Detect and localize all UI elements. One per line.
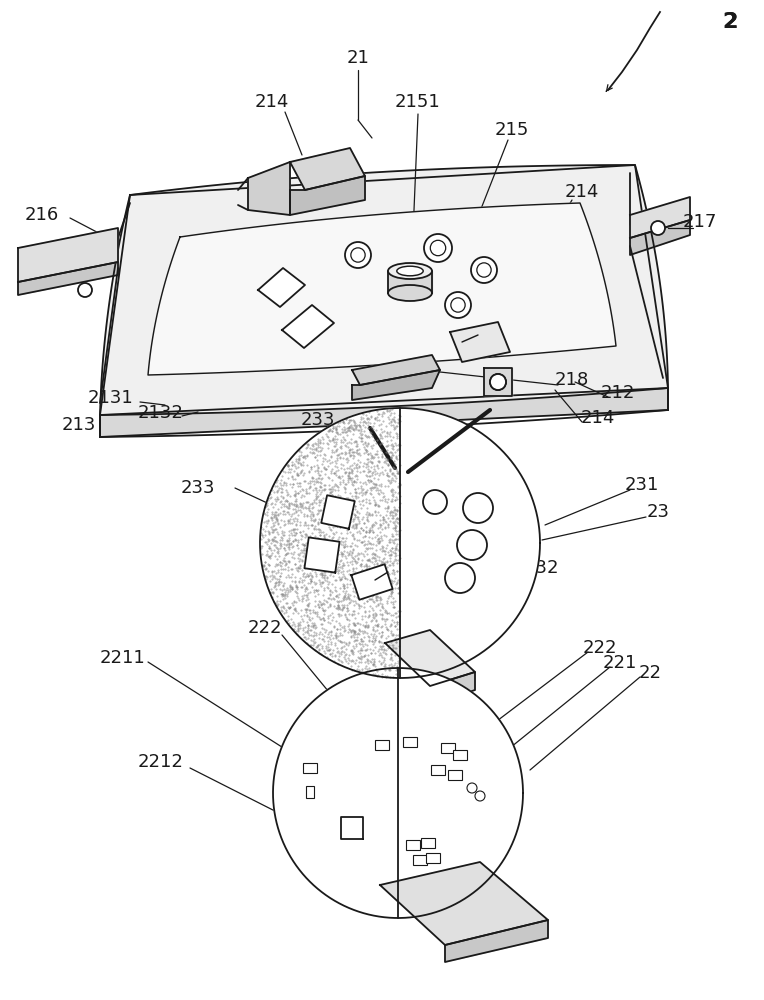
- Circle shape: [490, 374, 506, 390]
- Text: 214: 214: [255, 93, 290, 111]
- Polygon shape: [260, 408, 540, 678]
- Text: 2212: 2212: [138, 753, 184, 771]
- Polygon shape: [630, 220, 690, 255]
- Circle shape: [430, 240, 445, 256]
- Bar: [441, 743, 455, 753]
- Text: 222: 222: [248, 619, 282, 637]
- Text: 231: 231: [625, 476, 659, 494]
- Text: 2151: 2151: [395, 93, 441, 111]
- Text: 222: 222: [408, 774, 442, 792]
- Text: 218: 218: [555, 371, 589, 389]
- Polygon shape: [385, 630, 475, 686]
- Text: 217: 217: [683, 213, 717, 231]
- Bar: [303, 763, 317, 773]
- Bar: [431, 765, 445, 775]
- Polygon shape: [282, 305, 334, 348]
- Bar: [421, 838, 435, 848]
- Polygon shape: [388, 271, 432, 293]
- Text: 214: 214: [565, 183, 599, 201]
- Polygon shape: [352, 355, 440, 385]
- Polygon shape: [430, 672, 475, 705]
- Polygon shape: [290, 176, 365, 215]
- Bar: [453, 750, 467, 760]
- Ellipse shape: [397, 266, 423, 276]
- Text: 21: 21: [347, 49, 370, 67]
- Text: 2: 2: [722, 12, 738, 32]
- Polygon shape: [484, 368, 512, 396]
- Text: 232: 232: [525, 559, 559, 577]
- Text: 215: 215: [495, 121, 529, 139]
- Circle shape: [467, 783, 477, 793]
- Circle shape: [477, 263, 491, 277]
- Text: 2131: 2131: [88, 389, 134, 407]
- Bar: [403, 737, 417, 747]
- Polygon shape: [380, 862, 548, 945]
- Circle shape: [475, 791, 485, 801]
- Text: 222: 222: [583, 639, 617, 657]
- Circle shape: [78, 283, 92, 297]
- Polygon shape: [258, 268, 305, 307]
- Polygon shape: [100, 165, 668, 415]
- Bar: [448, 770, 462, 780]
- Circle shape: [345, 242, 371, 268]
- Circle shape: [351, 248, 365, 262]
- Polygon shape: [148, 203, 616, 375]
- Circle shape: [471, 257, 497, 283]
- Circle shape: [445, 563, 475, 593]
- Polygon shape: [341, 817, 364, 839]
- Polygon shape: [290, 148, 365, 190]
- Text: 2: 2: [722, 12, 738, 32]
- Polygon shape: [351, 564, 393, 600]
- Ellipse shape: [388, 285, 432, 301]
- Bar: [306, 786, 314, 798]
- Circle shape: [423, 490, 447, 514]
- Bar: [426, 853, 440, 863]
- Polygon shape: [304, 537, 339, 573]
- Polygon shape: [321, 495, 354, 529]
- Polygon shape: [630, 197, 690, 238]
- Circle shape: [463, 493, 493, 523]
- Text: 233: 233: [301, 411, 335, 429]
- Polygon shape: [18, 262, 118, 295]
- Circle shape: [424, 234, 452, 262]
- Text: 233: 233: [181, 479, 215, 497]
- Text: 2211: 2211: [100, 649, 146, 667]
- Text: 214: 214: [581, 409, 615, 427]
- Polygon shape: [100, 388, 668, 437]
- Circle shape: [457, 530, 487, 560]
- Ellipse shape: [388, 263, 432, 279]
- Bar: [413, 855, 427, 865]
- Text: 22: 22: [639, 664, 662, 682]
- Bar: [375, 740, 389, 750]
- Text: 23: 23: [646, 503, 669, 521]
- Text: 233: 233: [418, 579, 452, 597]
- Text: 212: 212: [601, 384, 635, 402]
- Polygon shape: [450, 322, 510, 362]
- Bar: [406, 840, 420, 850]
- Polygon shape: [273, 668, 523, 918]
- Circle shape: [651, 221, 665, 235]
- Polygon shape: [100, 165, 668, 415]
- Circle shape: [445, 292, 471, 318]
- Polygon shape: [18, 228, 118, 282]
- Circle shape: [490, 374, 506, 390]
- Text: 221: 221: [603, 654, 637, 672]
- Polygon shape: [248, 162, 290, 215]
- Polygon shape: [445, 920, 548, 962]
- Text: 216: 216: [25, 206, 60, 224]
- Text: 213: 213: [62, 416, 96, 434]
- Text: 2132: 2132: [138, 404, 184, 422]
- Polygon shape: [352, 370, 440, 400]
- Circle shape: [451, 298, 465, 312]
